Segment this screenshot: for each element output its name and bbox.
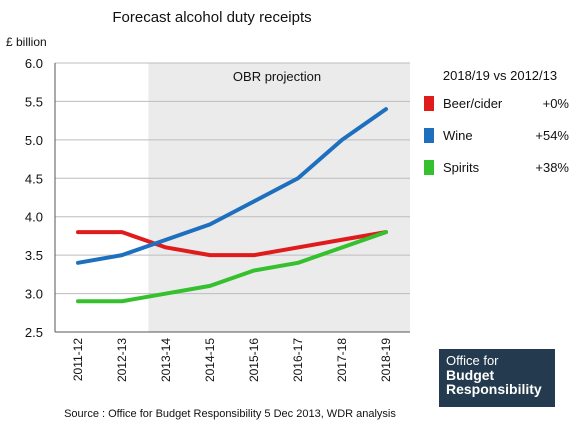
legend-series-name: Wine: [443, 128, 473, 143]
x-tick-label: 2017-18: [335, 338, 349, 382]
y-tick-label: 3.5: [25, 248, 43, 263]
y-axis-title: £ billion: [6, 35, 47, 49]
legend-change-value: +54%: [535, 128, 569, 143]
legend-change-value: +0%: [543, 96, 570, 111]
source-note: Source : Office for Budget Responsibilit…: [64, 408, 396, 420]
logo-line-3: Responsibility: [446, 381, 542, 398]
legend-series-name: Spirits: [443, 160, 480, 175]
x-tick-label: 2014-15: [203, 338, 217, 382]
x-tick-label: 2011-12: [71, 338, 85, 381]
chart-title: Forecast alcohol duty receipts: [112, 9, 311, 26]
series-line-beer-cider: [76, 230, 388, 258]
x-tick-label: 2013-14: [159, 338, 173, 382]
y-tick-label: 4.0: [25, 210, 43, 225]
legend-title: 2018/19 vs 2012/13: [443, 68, 557, 83]
x-tick-label: 2016-17: [291, 338, 305, 382]
x-tick-label: 2015-16: [247, 338, 261, 382]
logo-line-1: Office for: [446, 353, 499, 368]
y-tick-label: 5.5: [25, 94, 43, 109]
y-tick-label: 6.0: [25, 56, 43, 71]
y-tick-label: 2.5: [25, 325, 43, 340]
legend-swatch: [424, 128, 434, 143]
legend-series-name: Beer/cider: [443, 96, 503, 111]
y-tick-label: 3.0: [25, 287, 43, 302]
legend-swatch: [424, 96, 434, 111]
legend-swatch: [424, 160, 434, 175]
y-tick-label: 5.0: [25, 133, 43, 148]
obr-logo: Office for Budget Responsibility: [439, 349, 555, 407]
series-line-spirits: [76, 230, 388, 304]
x-tick-label: 2012-13: [115, 338, 129, 382]
series-line-wine: [76, 107, 388, 265]
legend-change-value: +38%: [535, 160, 569, 175]
projection-label: OBR projection: [233, 69, 321, 84]
y-tick-label: 4.5: [25, 171, 43, 186]
logo-line-2: Budget: [446, 366, 495, 383]
x-tick-label: 2018-19: [379, 338, 393, 382]
